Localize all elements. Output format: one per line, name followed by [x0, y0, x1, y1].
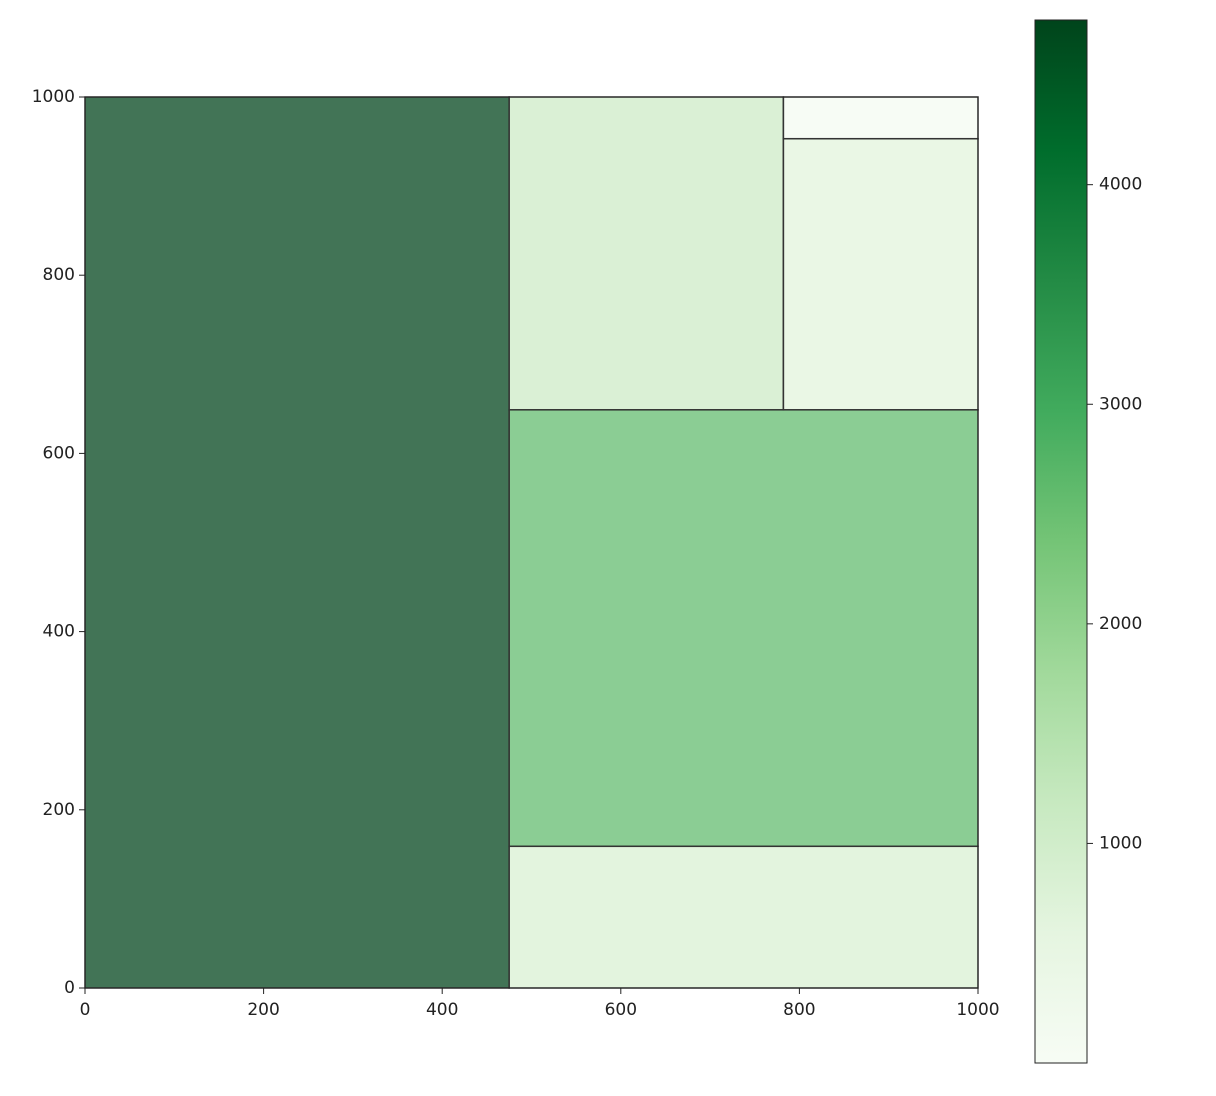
y-tick-label: 400: [43, 622, 75, 642]
y-tick-label: 200: [43, 800, 75, 820]
colorbar-tick-label: 1000: [1099, 833, 1142, 853]
y-tick-label: 800: [43, 265, 75, 285]
x-tick-label: 1000: [956, 1000, 999, 1020]
y-tick-label: 1000: [32, 87, 75, 107]
treemap-cell: [508, 845, 979, 989]
colorbar-tick-label: 3000: [1099, 394, 1142, 414]
y-tick-label: 600: [43, 443, 75, 463]
treemap-cell: [508, 96, 785, 411]
x-tick-label: 400: [426, 1000, 458, 1020]
treemap-cell: [508, 409, 979, 848]
x-tick-label: 800: [783, 1000, 815, 1020]
x-tick-label: 200: [247, 1000, 279, 1020]
colorbar: [1034, 19, 1088, 1064]
x-tick-label: 0: [80, 1000, 91, 1020]
colorbar-tick-label: 2000: [1099, 614, 1142, 634]
treemap-cell: [782, 137, 979, 411]
x-tick-label: 600: [605, 1000, 637, 1020]
axes-frame: [84, 96, 979, 989]
y-tick-label: 0: [64, 978, 75, 998]
treemap-cell: [782, 96, 979, 140]
treemap-cell: [84, 96, 510, 989]
colorbar-tick-label: 4000: [1099, 175, 1142, 195]
